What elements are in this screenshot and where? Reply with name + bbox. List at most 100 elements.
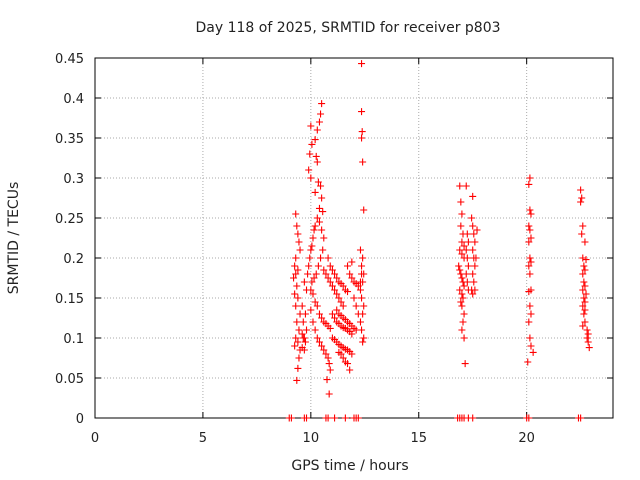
data-point [310,226,318,234]
data-point [337,298,345,306]
axis-ticks [94,57,613,419]
data-point [458,238,466,246]
data-point [309,290,317,298]
data-point [293,282,301,290]
data-point [463,230,471,238]
data-point [290,274,298,282]
data-point [457,198,465,206]
data-point [580,262,588,270]
y-tick-label: 0.4 [63,92,84,107]
data-point [295,238,303,246]
plot-frame [94,57,614,419]
data-point [527,258,535,266]
data-point [346,270,354,278]
data-point [584,338,592,346]
data-point [577,186,585,194]
data-point [463,254,471,262]
data-point [358,294,366,302]
data-point [458,210,466,218]
data-point [309,318,317,326]
data-point [328,310,336,318]
data-point [462,182,470,190]
data-point [469,192,477,200]
data-point [325,360,333,368]
data-point [581,298,589,306]
data-point [292,302,300,310]
data-point [315,204,323,212]
data-point [318,226,326,234]
data-point [524,358,532,366]
data-point [359,310,367,318]
data-point [469,414,477,422]
x-axis-title: GPS time / hours [291,458,408,474]
data-point [468,214,476,222]
data-point [577,198,585,206]
data-point [292,334,300,342]
data-point [301,338,309,346]
data-point [311,222,319,230]
data-point [291,262,299,270]
data-point [303,326,311,334]
data-point [317,254,325,262]
data-point [360,334,368,342]
data-point [318,342,326,350]
data-point [300,278,308,286]
data-point [315,310,323,318]
data-point [304,270,312,278]
data-point [294,266,302,274]
data-point [305,166,313,174]
data-point [527,210,535,218]
data-point [464,262,472,270]
data-point [526,174,534,182]
data-point [457,298,465,306]
data-point [525,288,533,296]
data-point [296,246,304,254]
data-point [323,376,331,384]
y-tick-label: 0.25 [55,212,84,227]
data-point [578,194,586,202]
data-point [326,262,334,270]
data-point [456,266,464,274]
data-point [298,330,306,338]
data-point [579,286,587,294]
y-tick-label: 0.45 [55,52,84,67]
data-point [460,282,468,290]
data-point [294,338,302,346]
data-point [583,326,591,334]
data-point [460,334,468,342]
data-point [348,350,356,358]
data-point [313,214,321,222]
data-point [331,286,339,294]
data-point [314,178,322,186]
data-point [305,262,313,270]
data-point [348,258,356,266]
data-point [344,288,352,296]
y-tick-label: 0.15 [55,292,84,307]
data-point [582,290,590,298]
data-point [313,126,321,134]
data-point [360,206,368,214]
x-tick-label: 5 [199,431,207,446]
data-point [313,158,321,166]
data-point [527,342,535,350]
data-point [317,110,325,118]
data-point [356,318,364,326]
data-point [308,278,316,286]
data-point [318,194,326,202]
data-point [462,246,470,254]
data-point [294,294,302,302]
y-tick-label: 0.2 [63,252,84,267]
data-point [326,324,334,332]
data-point [581,282,589,290]
data-point [308,242,316,250]
data-point [312,270,320,278]
data-point [293,318,301,326]
data-point [469,290,477,298]
data-point [462,270,470,278]
data-point [311,188,319,196]
data-point [339,354,347,362]
data-point [318,100,326,108]
data-point [358,108,366,116]
data-point [470,230,478,238]
data-point [354,282,362,290]
